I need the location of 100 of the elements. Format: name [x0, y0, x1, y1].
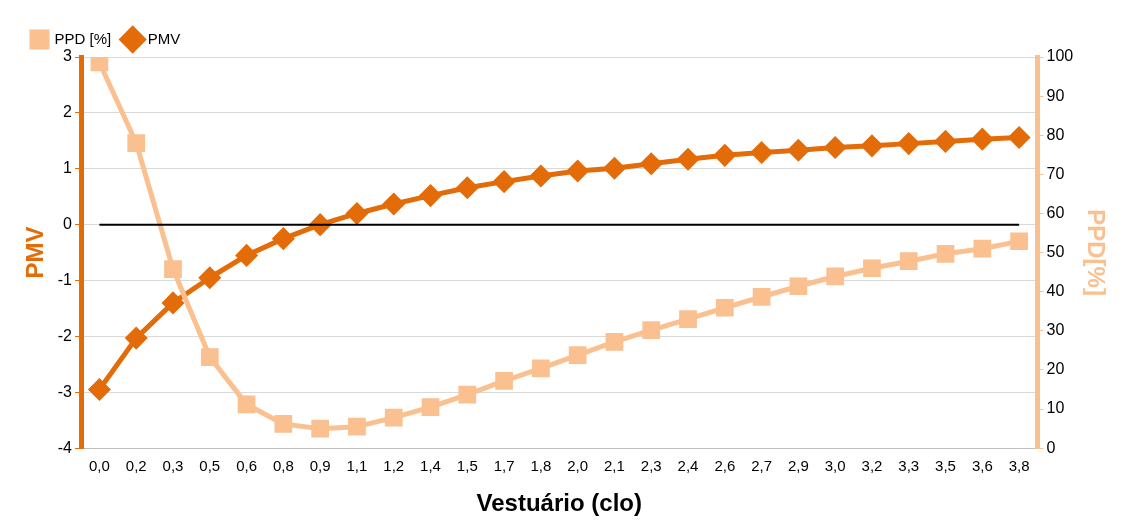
x-tick-label: 2,1 — [604, 457, 625, 475]
x-tick-label: 0,8 — [272, 457, 294, 475]
point — [861, 135, 883, 157]
y-tick-label: 1 — [63, 159, 73, 177]
point — [603, 157, 625, 179]
point — [605, 332, 624, 351]
x-tick-label: 0,0 — [88, 457, 110, 475]
y2-tick-label: 70 — [1046, 164, 1065, 182]
point — [200, 348, 219, 366]
point — [236, 244, 258, 266]
y-axis-title: PMV — [21, 226, 49, 279]
x-tick-label: 3,5 — [935, 457, 956, 475]
x-tick-label: 3,2 — [861, 457, 883, 475]
point — [935, 130, 957, 152]
point — [346, 202, 368, 224]
y2-tick-label: 60 — [1046, 203, 1065, 221]
point — [88, 379, 110, 401]
point — [715, 298, 734, 317]
x-tick-label: 1,1 — [346, 457, 368, 475]
x-axis-title: Vestuário (clo) — [476, 489, 642, 517]
x-tick-label: 0,2 — [125, 457, 147, 475]
y2-tick-label: 90 — [1046, 86, 1065, 104]
x-tick-label: 3,0 — [824, 457, 846, 475]
point — [274, 415, 293, 433]
x-tick-label: 2,7 — [751, 457, 773, 475]
point — [679, 310, 697, 328]
point — [493, 171, 515, 193]
x-tick-label: 1,7 — [493, 457, 515, 475]
x-tick-label: 3,3 — [898, 457, 920, 475]
y-tick-label: 3 — [63, 47, 73, 65]
y2-tick-label: 0 — [1046, 438, 1056, 456]
point — [936, 244, 955, 263]
y2-axis-title: PPD[%] — [1082, 209, 1110, 296]
point — [898, 133, 920, 155]
point — [642, 321, 661, 339]
point — [348, 417, 366, 436]
point — [863, 259, 881, 278]
point — [125, 327, 147, 349]
point — [752, 287, 771, 306]
y2-tick-label: 100 — [1046, 47, 1074, 65]
point — [272, 228, 294, 250]
point — [789, 277, 808, 296]
point — [787, 139, 809, 161]
point — [199, 267, 221, 289]
point — [1010, 232, 1028, 251]
y2-tick-label: 10 — [1046, 399, 1065, 417]
point — [237, 395, 256, 414]
y-tick-label: -4 — [57, 438, 73, 456]
y2-tick-label: 50 — [1046, 243, 1065, 261]
y2-tick-label: 20 — [1046, 360, 1065, 378]
x-tick-label: 2,4 — [677, 457, 699, 475]
point — [164, 260, 182, 278]
point — [384, 408, 403, 427]
point — [567, 160, 589, 182]
point — [973, 239, 992, 258]
y2-tick-label: 80 — [1046, 125, 1065, 143]
legend-label: PPD [%] — [54, 29, 112, 47]
point — [677, 148, 699, 170]
x-tick-label: 3,8 — [1008, 457, 1030, 475]
x-tick-label: 1,2 — [383, 457, 405, 475]
point — [495, 372, 513, 390]
point — [458, 385, 477, 404]
point — [1008, 126, 1030, 148]
legend-label: PMV — [147, 29, 181, 47]
x-tick-label: 0,3 — [162, 457, 184, 475]
point — [640, 153, 662, 175]
point — [127, 134, 146, 152]
y-tick-label: 0 — [63, 215, 73, 233]
point — [532, 359, 550, 378]
x-tick-label: 0,9 — [309, 457, 331, 475]
y-tick-label: 2 — [63, 103, 73, 121]
point — [420, 185, 442, 207]
x-tick-label: 0,6 — [236, 457, 257, 475]
x-tick-label: 3,6 — [971, 457, 993, 475]
point — [456, 177, 478, 199]
point — [824, 137, 846, 159]
x-tick-label: 1,5 — [456, 457, 478, 475]
y2-tick-label: 40 — [1046, 282, 1065, 300]
x-tick-label: 2,6 — [714, 457, 736, 475]
point — [899, 252, 918, 271]
y-tick-label: -2 — [57, 326, 73, 344]
x-tick-label: 1,4 — [420, 457, 441, 475]
point — [826, 267, 845, 286]
point — [162, 292, 184, 314]
x-tick-label: 0,5 — [199, 457, 221, 475]
y-tick-label: -1 — [57, 270, 73, 288]
point — [383, 193, 405, 215]
x-tick-label: 1,8 — [530, 457, 552, 475]
y2-tick-label: 30 — [1046, 321, 1065, 339]
x-tick-label: 2,9 — [787, 457, 809, 475]
point — [311, 419, 330, 438]
y-tick-label: -3 — [57, 382, 73, 400]
point — [751, 142, 773, 164]
point — [714, 144, 736, 166]
x-tick-label: 2,3 — [640, 457, 662, 475]
x-tick-label: 2,0 — [567, 457, 589, 475]
point — [421, 398, 440, 416]
point — [971, 128, 993, 150]
point — [530, 165, 552, 187]
point — [568, 346, 587, 364]
